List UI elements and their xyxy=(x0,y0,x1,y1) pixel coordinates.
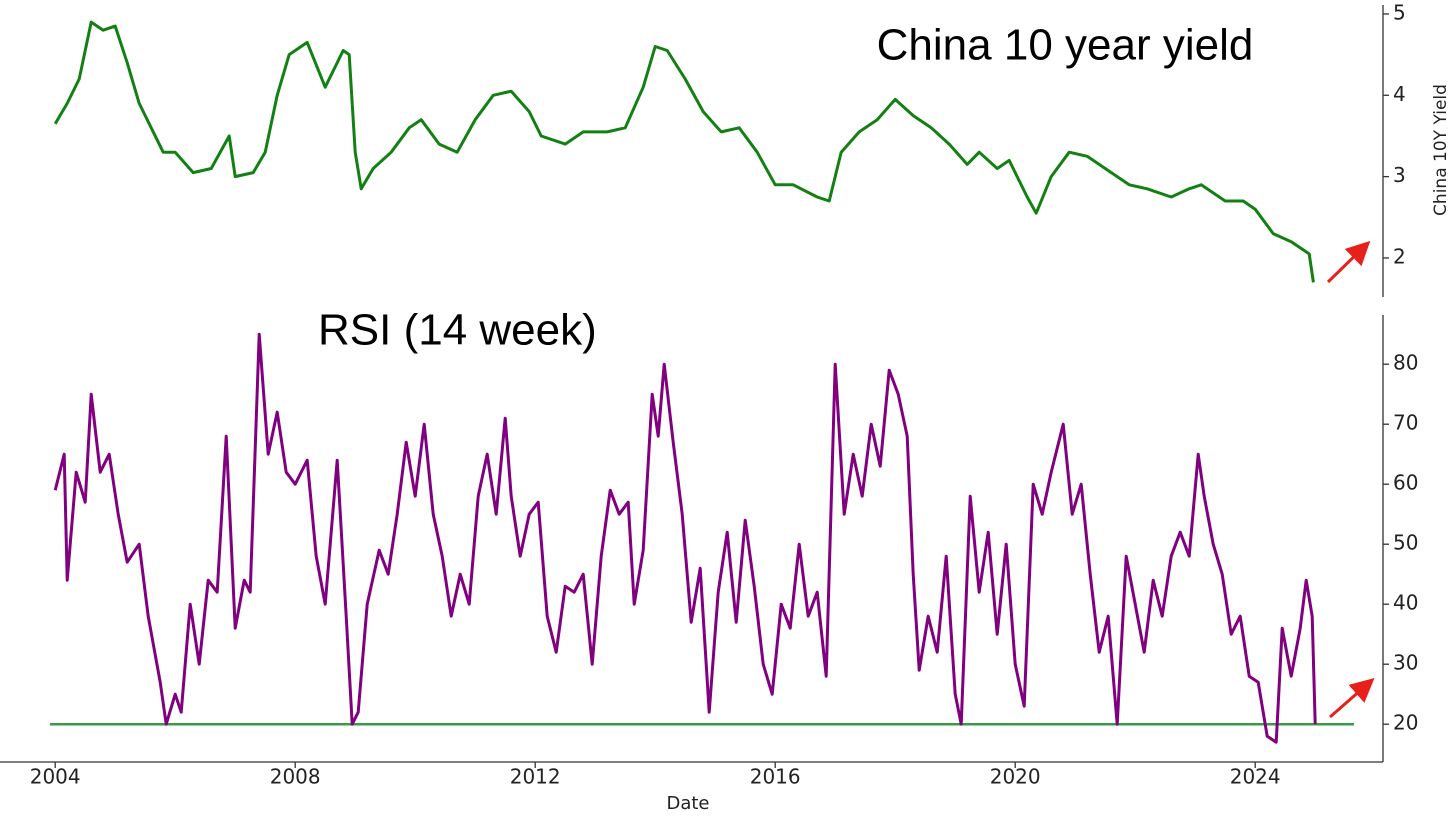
chart-title: China 10 year yield xyxy=(877,21,1254,70)
line-series xyxy=(53,332,1317,744)
y-tick-label: 4 xyxy=(1393,82,1406,106)
y-tick-label: 3 xyxy=(1393,163,1406,187)
y-tick-label: 2 xyxy=(1393,244,1406,268)
y-tick-label: 30 xyxy=(1393,651,1418,675)
y-tick-label: 20 xyxy=(1393,711,1418,735)
y-tick-label: 50 xyxy=(1393,531,1418,555)
x-tick-label: 2004 xyxy=(30,765,81,789)
y-tick-label: 5 xyxy=(1393,0,1406,24)
x-tick-label: 2008 xyxy=(270,765,321,789)
x-tick-label: 2024 xyxy=(1230,765,1281,789)
x-tick-label: 2016 xyxy=(750,765,801,789)
y-tick-label: 70 xyxy=(1393,411,1418,435)
chart-title: RSI (14 week) xyxy=(318,306,597,355)
y-axis-label: China 10Y Yield xyxy=(1431,84,1451,216)
x-tick-label: 2020 xyxy=(990,765,1041,789)
line-series xyxy=(53,20,1315,283)
y-tick-label: 40 xyxy=(1393,591,1418,615)
x-tick-label: 2012 xyxy=(510,765,561,789)
x-axis-label: Date xyxy=(666,793,709,814)
annotation-arrow xyxy=(1326,240,1371,284)
y-tick-label: 60 xyxy=(1393,471,1418,495)
y-tick-label: 80 xyxy=(1393,351,1418,375)
annotation-arrow xyxy=(1329,678,1375,719)
